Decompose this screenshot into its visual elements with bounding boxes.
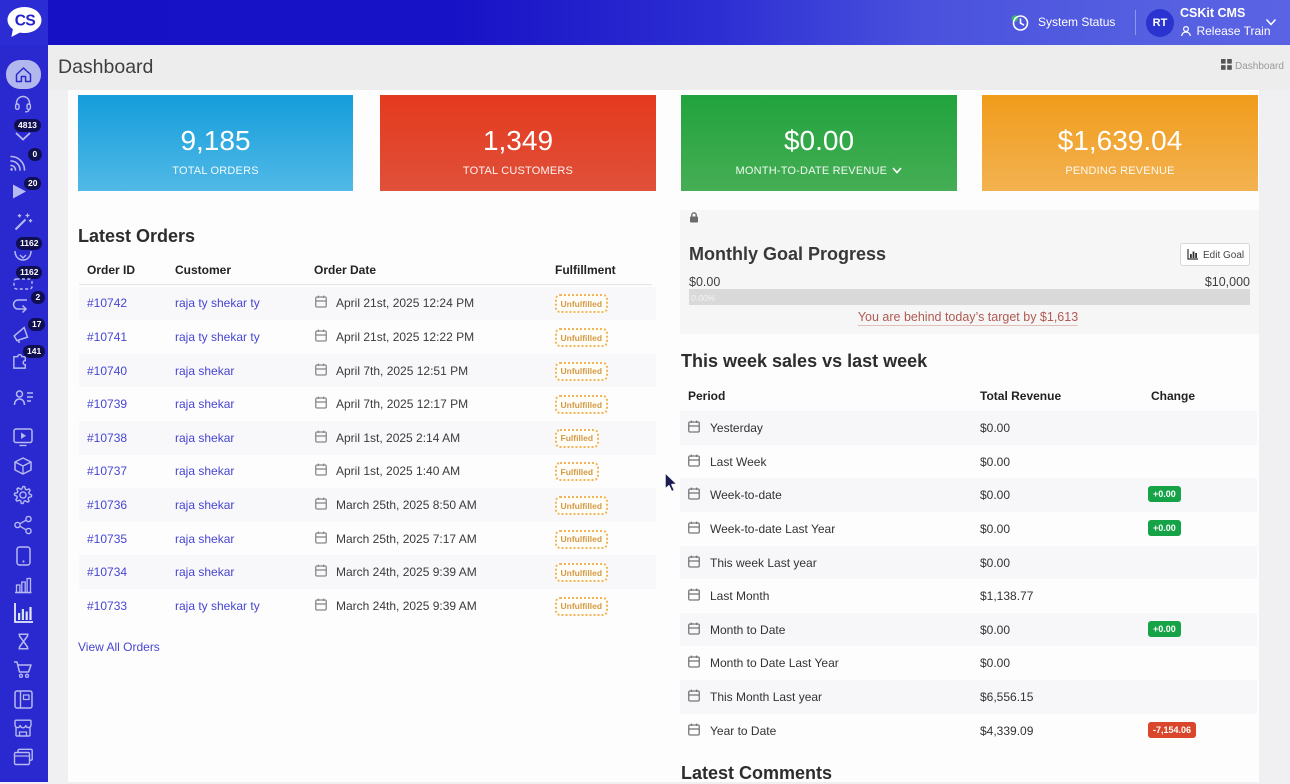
svg-text:CS: CS — [15, 13, 36, 30]
